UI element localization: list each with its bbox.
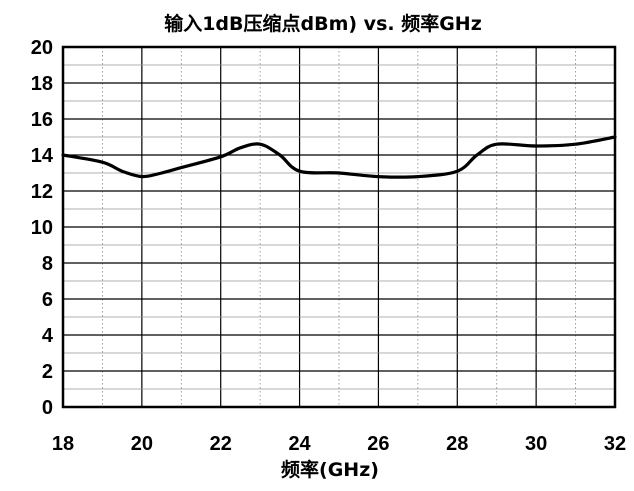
y-tick-label: 10 [31, 217, 53, 239]
plot-grid [62, 46, 616, 408]
y-tick-label: 8 [42, 253, 53, 275]
plot-frame [61, 45, 617, 409]
x-tick-label: 22 [210, 433, 232, 455]
x-tick-label: 26 [367, 433, 389, 455]
x-tick-label: 24 [288, 433, 311, 455]
y-tick-label: 16 [31, 109, 53, 131]
y-tick-label: 4 [42, 325, 54, 347]
y-tick-label: 0 [42, 397, 53, 419]
x-tick-label: 28 [446, 433, 468, 455]
series-layer [61, 135, 617, 179]
y-tick-label: 20 [31, 37, 53, 59]
x-tick-label: 30 [525, 433, 547, 455]
x-axis-label: 频率(GHz) [281, 458, 379, 481]
y-tick-label: 2 [42, 361, 53, 383]
x-axis-ticks: 18 20 22 24 26 28 30 32 [52, 433, 626, 455]
y-tick-label: 6 [42, 289, 53, 311]
x-tick-label: 18 [52, 433, 74, 455]
chart-title: 输入1dB压缩点dBm) vs. 频率GHz [164, 12, 482, 35]
y-tick-label: 14 [31, 145, 54, 167]
series-line [61, 135, 617, 179]
x-tick-label: 20 [131, 433, 153, 455]
x-tick-label: 32 [604, 433, 626, 455]
y-axis-ticks: 0 2 4 6 8 10 12 14 16 18 20 [31, 37, 54, 419]
y-tick-label: 18 [31, 73, 53, 95]
y-tick-label: 12 [31, 181, 53, 203]
